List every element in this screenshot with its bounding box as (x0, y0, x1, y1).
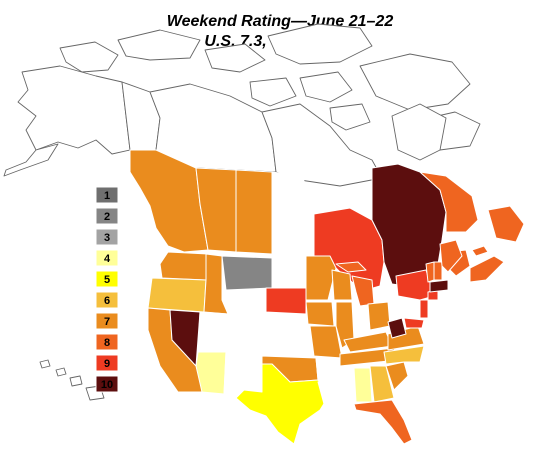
wyoming (227, 291, 267, 323)
arkansas (315, 357, 343, 381)
us-states (147, 239, 463, 445)
georgia (369, 365, 395, 403)
colorado (227, 321, 267, 353)
legend-label-4: 4 (104, 253, 111, 265)
saskatchewan (235, 169, 273, 255)
alaska-peninsula (3, 143, 59, 177)
hawaii (39, 359, 105, 401)
legend-label-7: 7 (104, 316, 110, 328)
iowa (305, 301, 335, 327)
north-carolina (383, 345, 425, 365)
north-dakota (271, 257, 307, 287)
oregon (147, 277, 207, 313)
legend-swatch-5 (95, 270, 119, 288)
florida (353, 399, 413, 445)
utah (197, 311, 229, 353)
indiana (353, 305, 367, 339)
arctic-island (329, 103, 371, 131)
legend-swatch-8 (95, 333, 119, 351)
hawaii-island (39, 359, 51, 369)
legend-label-8: 8 (104, 337, 110, 349)
manitoba (271, 171, 315, 257)
legend-label-10: 10 (101, 379, 113, 391)
vermont (425, 261, 435, 283)
arctic-island (59, 41, 119, 73)
west-virginia (387, 317, 407, 339)
canada-provinces (129, 149, 525, 291)
new-mexico (223, 351, 263, 395)
alberta (195, 167, 237, 253)
legend-swatch-9 (95, 354, 119, 372)
michigan (351, 275, 375, 307)
arctic-island (359, 53, 471, 111)
legend-swatch-7 (95, 312, 119, 330)
alabama (353, 367, 373, 403)
massachusetts (429, 279, 449, 293)
arctic-island (299, 71, 353, 103)
hawaii-island (55, 367, 67, 377)
alaska (17, 65, 131, 155)
arctic-island (204, 43, 266, 73)
texas (235, 363, 331, 445)
south-carolina (385, 361, 409, 391)
legend-swatch-1 (95, 186, 119, 204)
new-york (395, 269, 435, 301)
northern-territories (3, 65, 447, 187)
newfoundland (487, 205, 525, 243)
new-jersey (419, 299, 429, 319)
baffin-island (391, 103, 447, 161)
new-hampshire (433, 261, 443, 281)
washington (159, 251, 209, 281)
legend-swatch-4 (95, 249, 119, 267)
legend-label-6: 6 (104, 295, 110, 307)
labrador (419, 171, 479, 233)
arctic-island (267, 23, 373, 65)
arizona (195, 351, 227, 395)
legend-label-9: 9 (104, 358, 110, 370)
arctic-island (117, 29, 201, 61)
south-dakota (265, 287, 307, 315)
prince-edward-island (471, 245, 489, 257)
legend-swatch-2 (95, 207, 119, 225)
nova-scotia (469, 255, 505, 283)
maryland (403, 317, 425, 329)
wisconsin (331, 269, 353, 301)
legend-swatch-10 (95, 375, 119, 393)
hawaii-island (69, 375, 83, 387)
mississippi (339, 367, 355, 405)
rating-legend: 1 2 3 4 5 6 7 8 9 10 (95, 186, 119, 393)
legend-label-3: 3 (104, 232, 110, 244)
legend-swatch-3 (95, 228, 119, 246)
arctic-island (249, 77, 297, 107)
montana (221, 255, 273, 291)
legend-label-1: 1 (104, 190, 110, 202)
minnesota (305, 255, 337, 301)
maine (439, 239, 463, 273)
legend-label-5: 5 (104, 274, 110, 286)
legend-swatch-6 (95, 291, 119, 309)
michigan-upper (335, 261, 367, 273)
ohio (367, 301, 391, 331)
kansas (265, 335, 313, 357)
nebraska (265, 313, 311, 337)
legend-label-2: 2 (104, 211, 110, 223)
